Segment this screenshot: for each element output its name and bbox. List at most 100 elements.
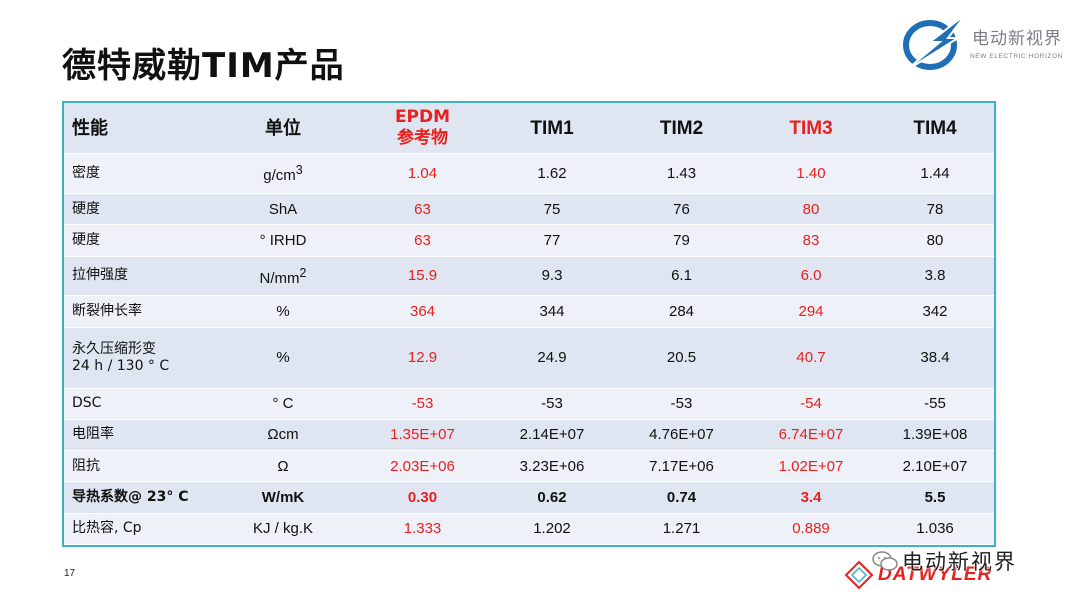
value-cell-tim1: 9.3 [487,256,617,297]
page-number: 17 [64,568,76,579]
value-cell-tim1: 77 [487,224,617,257]
table-row: 硬度 ° IRHD 63 77 79 83 80 [64,224,994,257]
logo-text-en: NEW ELECTRIC HORIZON [970,53,1063,60]
epdm-header-line1: EPDM [394,107,451,127]
value-cell-tim1: 2.14E+07 [487,419,617,452]
property-label: 导热系数@ 23° C [64,481,208,514]
value-cell-epdm: 1.333 [358,513,487,546]
datwyler-diamond-icon [844,560,874,590]
unit-cell: Ω [208,450,358,483]
table-row: 硬度 ShA 63 75 76 80 78 [64,193,994,226]
property-label: 比热容, Cp [64,513,208,546]
value-cell-tim2: 20.5 [617,327,746,389]
value-cell-epdm: 15.9 [358,256,487,297]
table-row: 导热系数@ 23° C W/mK 0.30 0.62 0.74 3.4 5.5 [64,481,994,514]
value-cell-tim3: 0.889 [746,513,876,546]
property-label: 拉伸强度 [64,256,208,297]
value-cell-tim1: 0.62 [487,481,617,514]
value-cell-tim3: 1.02E+07 [746,450,876,483]
footer-branding: DATWYLER 电动新视界 [838,540,1058,596]
value-cell-tim1: 75 [487,193,617,226]
value-cell-tim2: 76 [617,193,746,226]
unit-cell: ° C [208,388,358,420]
value-cell-tim2: 0.74 [617,481,746,514]
value-cell-tim1: -53 [487,388,617,420]
value-cell-tim4: 1.39E+08 [876,419,994,452]
column-header-unit: 单位 [208,103,358,154]
logo-text-cn: 电动新视界 [972,29,1062,49]
value-cell-tim2: 1.271 [617,513,746,546]
table-row: 电阻率 Ωcm 1.35E+07 2.14E+07 4.76E+07 6.74E… [64,419,994,452]
table-row: 断裂伸长率 % 364 344 284 294 342 [64,295,994,328]
table-row: DSC ° C -53 -53 -53 -54 -55 [64,388,994,420]
value-cell-tim3: 83 [746,224,876,257]
column-header-tim3: TIM3 [746,103,876,154]
value-cell-tim4: 5.5 [876,481,994,514]
value-cell-epdm: 63 [358,224,487,257]
value-cell-tim4: 2.10E+07 [876,450,994,483]
unit-cell: ShA [208,193,358,226]
table-row: 密度 g/cm3 1.04 1.62 1.43 1.40 1.44 [64,153,994,194]
value-cell-tim2: 79 [617,224,746,257]
value-cell-tim3: 3.4 [746,481,876,514]
column-header-tim2: TIM2 [617,103,746,154]
wechat-icon [872,551,898,571]
value-cell-tim3: 40.7 [746,327,876,389]
epdm-header-line2: 参考物 [397,128,448,148]
unit-cell: g/cm3 [208,153,358,194]
value-cell-tim3: 80 [746,193,876,226]
value-cell-tim2: 1.43 [617,153,746,194]
slide-title: 德特威勒TIM产品 [62,46,345,86]
unit-cell: W/mK [208,481,358,514]
unit-cell: % [208,295,358,328]
value-cell-tim1: 1.62 [487,153,617,194]
unit-superscript: 2 [299,265,307,280]
property-label-line1: 永久压缩形变 [72,340,156,357]
property-label: 永久压缩形变 24 h / 130 ° C [64,327,208,389]
property-label: DSC [64,388,208,420]
datwyler-logo: DATWYLER [878,564,993,585]
property-label: 阻抗 [64,450,208,483]
value-cell-tim4: 80 [876,224,994,257]
value-cell-tim3: -54 [746,388,876,420]
value-cell-tim1: 344 [487,295,617,328]
value-cell-tim3: 1.40 [746,153,876,194]
unit-cell: Ωcm [208,419,358,452]
value-cell-tim2: 6.1 [617,256,746,297]
value-cell-tim4: -55 [876,388,994,420]
value-cell-epdm: 63 [358,193,487,226]
property-label: 硬度 [64,193,208,226]
unit-cell: ° IRHD [208,224,358,257]
value-cell-tim2: 4.76E+07 [617,419,746,452]
unit-superscript: 3 [295,163,303,178]
value-cell-epdm: 1.04 [358,153,487,194]
unit-cell: KJ / kg.K [208,513,358,546]
value-cell-epdm: 2.03E+06 [358,450,487,483]
value-cell-tim4: 342 [876,295,994,328]
value-cell-epdm: 12.9 [358,327,487,389]
property-label: 密度 [64,153,208,194]
value-cell-tim4: 78 [876,193,994,226]
table-row: 拉伸强度 N/mm2 15.9 9.3 6.1 6.0 3.8 [64,256,994,297]
value-cell-tim4: 38.4 [876,327,994,389]
value-cell-tim2: 7.17E+06 [617,450,746,483]
value-cell-tim2: -53 [617,388,746,420]
unit-cell: % [208,327,358,389]
value-cell-tim3: 294 [746,295,876,328]
table-row: 永久压缩形变 24 h / 130 ° C % 12.9 24.9 20.5 4… [64,327,994,389]
unit-cell: N/mm2 [208,256,358,297]
table-row: 阻抗 Ω 2.03E+06 3.23E+06 7.17E+06 1.02E+07… [64,450,994,483]
column-header-property: 性能 [64,103,208,154]
column-header-tim1: TIM1 [487,103,617,154]
watermark-text: 电动新视界 [902,550,1017,574]
property-label-line2: 24 h / 130 ° C [72,357,170,374]
value-cell-tim3: 6.0 [746,256,876,297]
properties-table: 性能 单位 EPDM 参考物 TIM1 TIM2 TIM3 TIM4 密度 g/… [64,103,994,546]
value-cell-epdm: 1.35E+07 [358,419,487,452]
watermark: 电动新视界 [872,546,1017,576]
unit-base: N/mm [259,269,300,287]
property-label: 电阻率 [64,419,208,452]
lightning-globe-icon [903,13,967,73]
value-cell-tim1: 3.23E+06 [487,450,617,483]
value-cell-tim2: 284 [617,295,746,328]
